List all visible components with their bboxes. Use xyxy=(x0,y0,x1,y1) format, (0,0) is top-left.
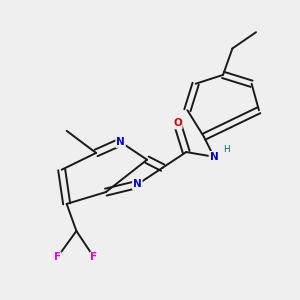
Text: N: N xyxy=(116,137,125,147)
Text: N: N xyxy=(133,179,142,190)
Text: O: O xyxy=(173,118,182,128)
Text: F: F xyxy=(91,253,98,262)
Text: N: N xyxy=(209,152,218,162)
Text: F: F xyxy=(54,253,61,262)
Text: H: H xyxy=(223,145,230,154)
